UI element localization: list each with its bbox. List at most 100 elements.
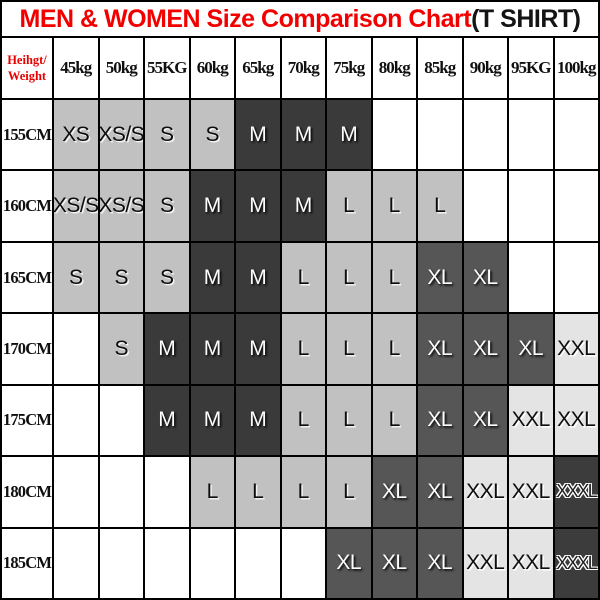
size-cell: L bbox=[372, 314, 416, 384]
size-cell: XL bbox=[463, 385, 507, 456]
size-cell: S bbox=[54, 242, 98, 313]
chart-title-suffix: (T SHIRT) bbox=[471, 4, 581, 33]
size-cell bbox=[463, 100, 507, 170]
size-cell: M bbox=[236, 385, 280, 456]
size-cell bbox=[190, 528, 234, 598]
size-cell: XL bbox=[463, 314, 507, 384]
size-cell: L bbox=[372, 171, 416, 241]
size-cell: M bbox=[236, 314, 280, 384]
size-cell: L bbox=[190, 457, 234, 527]
height-row-label: 175CM bbox=[2, 385, 52, 456]
corner-header: Heihgt/ Weight bbox=[2, 38, 52, 98]
size-cell: XXL bbox=[463, 457, 507, 527]
size-cell: L bbox=[327, 385, 371, 456]
size-cell: M bbox=[236, 242, 280, 313]
size-cell: XL bbox=[372, 457, 416, 527]
size-cell: M bbox=[190, 171, 234, 241]
size-cell: XXL bbox=[509, 528, 553, 598]
size-cell: XL bbox=[418, 457, 462, 527]
size-cell bbox=[54, 457, 98, 527]
size-cell: XXL bbox=[509, 457, 553, 527]
size-cell bbox=[509, 171, 553, 241]
size-cell bbox=[99, 528, 143, 598]
size-cell: S bbox=[190, 100, 234, 170]
size-cell: XS bbox=[54, 100, 98, 170]
size-cell: M bbox=[190, 242, 234, 313]
size-cell: M bbox=[190, 314, 234, 384]
size-cell bbox=[145, 457, 189, 527]
weight-header: 75kg bbox=[327, 38, 371, 98]
size-cell: L bbox=[327, 171, 371, 241]
size-cell: XS/S bbox=[99, 171, 143, 241]
size-cell bbox=[554, 242, 598, 313]
weight-header: 100kg bbox=[554, 38, 598, 98]
weight-header: 90kg bbox=[463, 38, 507, 98]
size-cell bbox=[54, 314, 98, 384]
size-cell: L bbox=[327, 457, 371, 527]
size-cell: XL bbox=[418, 385, 462, 456]
size-cell: L bbox=[372, 385, 416, 456]
size-cell bbox=[509, 242, 553, 313]
size-cell: M bbox=[236, 171, 280, 241]
size-cell: L bbox=[236, 457, 280, 527]
size-cell: M bbox=[281, 100, 325, 170]
size-cell: S bbox=[145, 171, 189, 241]
chart-title-main: MEN & WOMEN Size Comparison Chart bbox=[19, 4, 472, 33]
size-cell bbox=[236, 528, 280, 598]
size-cell: L bbox=[281, 457, 325, 527]
size-cell: M bbox=[190, 385, 234, 456]
height-row-label: 160CM bbox=[2, 171, 52, 241]
size-cell: XXL bbox=[463, 528, 507, 598]
corner-header-line1: Heihgt/ bbox=[7, 52, 47, 67]
size-cell bbox=[99, 385, 143, 456]
size-cell: L bbox=[327, 314, 371, 384]
size-cell: L bbox=[281, 385, 325, 456]
height-row-label: 180CM bbox=[2, 457, 52, 527]
weight-header: 65kg bbox=[236, 38, 280, 98]
size-cell bbox=[509, 100, 553, 170]
size-cell: XL bbox=[418, 242, 462, 313]
size-cell: M bbox=[145, 385, 189, 456]
size-cell bbox=[54, 385, 98, 456]
size-cell: XS/S bbox=[54, 171, 98, 241]
size-cell bbox=[99, 457, 143, 527]
size-cell: XS/S bbox=[99, 100, 143, 170]
size-cell bbox=[418, 100, 462, 170]
size-cell: XXXL bbox=[554, 457, 598, 527]
size-cell: M bbox=[236, 100, 280, 170]
weight-header: 85kg bbox=[418, 38, 462, 98]
size-cell: XL bbox=[418, 528, 462, 598]
weight-header: 60kg bbox=[190, 38, 234, 98]
size-cell: L bbox=[372, 242, 416, 313]
size-cell: S bbox=[99, 314, 143, 384]
size-cell: L bbox=[281, 242, 325, 313]
size-cell: L bbox=[418, 171, 462, 241]
height-row-label: 155CM bbox=[2, 100, 52, 170]
size-cell: M bbox=[327, 100, 371, 170]
size-cell: XL bbox=[463, 242, 507, 313]
size-cell bbox=[554, 100, 598, 170]
chart-title: MEN & WOMEN Size Comparison Chart (T SHIR… bbox=[2, 2, 598, 36]
weight-header: 70kg bbox=[281, 38, 325, 98]
size-cell bbox=[463, 171, 507, 241]
size-cell: XL bbox=[509, 314, 553, 384]
size-cell bbox=[281, 528, 325, 598]
size-cell: S bbox=[145, 100, 189, 170]
size-cell bbox=[145, 528, 189, 598]
size-cell bbox=[54, 528, 98, 598]
size-cell: L bbox=[281, 314, 325, 384]
size-cell: XXL bbox=[554, 385, 598, 456]
weight-header: 50kg bbox=[99, 38, 143, 98]
size-cell: XXXL bbox=[554, 528, 598, 598]
size-cell: XXL bbox=[509, 385, 553, 456]
height-row-label: 165CM bbox=[2, 242, 52, 313]
size-table: Heihgt/ Weight 45kg 50kg 55KG 60kg 65kg … bbox=[2, 36, 598, 598]
size-cell bbox=[372, 100, 416, 170]
size-cell: M bbox=[281, 171, 325, 241]
size-cell: XL bbox=[327, 528, 371, 598]
size-cell: XL bbox=[418, 314, 462, 384]
height-row-label: 170CM bbox=[2, 314, 52, 384]
size-cell: L bbox=[327, 242, 371, 313]
weight-header: 45kg bbox=[54, 38, 98, 98]
